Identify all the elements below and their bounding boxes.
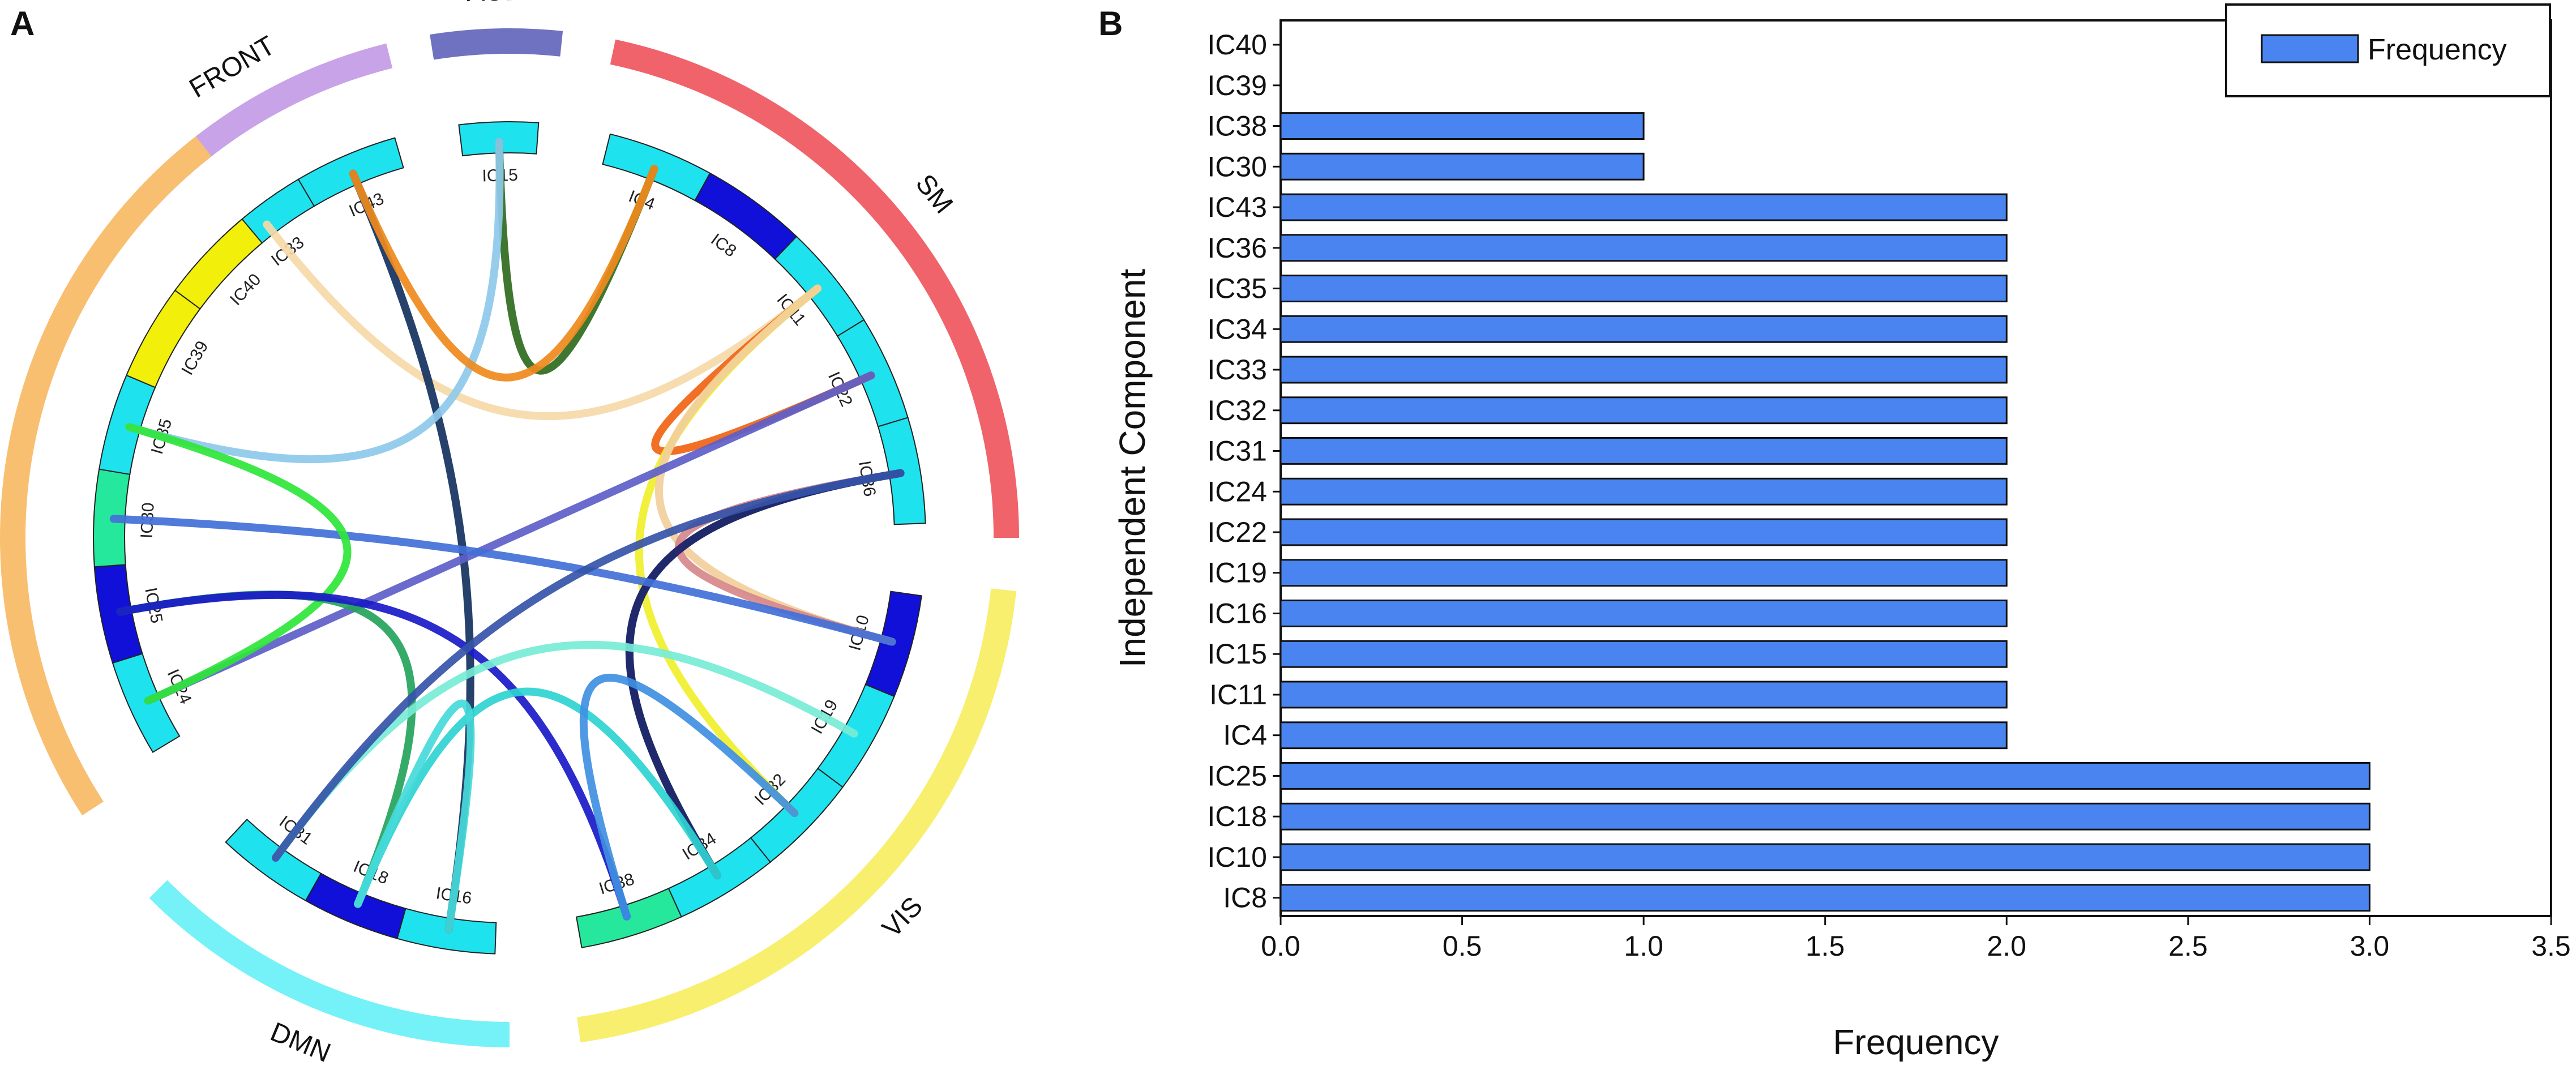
- y-tick-label-ic15: IC15: [1207, 638, 1267, 670]
- y-tick-label-ic32: IC32: [1207, 395, 1267, 426]
- link-ic32-ic38: [579, 674, 799, 921]
- x-axis-title: Frequency: [1833, 1023, 1999, 1062]
- bar-ic10: [1280, 843, 2370, 871]
- y-tick-label-ic19: IC19: [1207, 557, 1267, 589]
- network-arc-aud: [430, 28, 563, 60]
- legend: Frequency: [2225, 3, 2551, 97]
- link-ic43-ic4: [349, 165, 658, 382]
- x-tick-label-0.0: 0.0: [1261, 930, 1300, 962]
- y-axis-title: Independent Component: [1112, 269, 1153, 668]
- y-tick-label-ic38: IC38: [1207, 110, 1267, 142]
- y-tick-label-ic36: IC36: [1207, 232, 1267, 264]
- legend-swatch: [2261, 34, 2359, 63]
- bar-ic4: [1280, 721, 2008, 750]
- y-tick-label-ic4: IC4: [1223, 720, 1267, 751]
- link-ic30-ic10: [109, 515, 896, 646]
- x-tick-label-3.5: 3.5: [2531, 930, 2571, 962]
- component-segment-ic40: [174, 218, 263, 310]
- link-ic33-ic11: [263, 220, 821, 421]
- bar-ic34: [1280, 315, 2008, 343]
- y-tick-label-ic34: IC34: [1207, 313, 1267, 345]
- bar-ic15: [1280, 640, 2008, 668]
- x-tick-label-0.5: 0.5: [1443, 930, 1482, 962]
- bar-ic33: [1280, 356, 2008, 384]
- link-ic16-ic18: [354, 699, 475, 934]
- x-tick-label-2.5: 2.5: [2168, 930, 2208, 962]
- y-tick-labels: IC40 IC39 IC38 IC30 IC43 IC36 IC35 IC34 IC33 IC32…: [1207, 29, 1281, 914]
- bar-ic31: [1280, 437, 2008, 465]
- bar-ic18: [1280, 802, 2370, 831]
- plot-frame: [1280, 19, 2552, 917]
- panel-a-label: A: [10, 5, 35, 42]
- bar-ic38: [1280, 112, 1645, 140]
- bar-ic36: [1280, 234, 2008, 262]
- bar-ic16: [1280, 600, 2008, 627]
- y-tick-label-ic31: IC31: [1207, 435, 1267, 467]
- y-tick-label-ic10: IC10: [1207, 841, 1267, 873]
- y-tick-label-ic33: IC33: [1207, 354, 1267, 386]
- link-ic36-ic31: [271, 469, 905, 862]
- y-tick-label-ic30: IC30: [1207, 151, 1267, 182]
- y-tick-label-ic11: IC11: [1209, 679, 1267, 711]
- network-arc-sm: [610, 39, 1019, 538]
- y-tick-label-ic39: IC39: [1207, 70, 1267, 101]
- y-tick-label-ic22: IC22: [1207, 516, 1267, 548]
- x-tick-label-2.0: 2.0: [1987, 930, 2027, 962]
- y-tick-label-ic8: IC8: [1223, 882, 1267, 914]
- network-arc-vis: [577, 588, 1017, 1043]
- bar-ic43: [1280, 193, 2008, 221]
- panel-b-label: B: [1098, 5, 1123, 42]
- link-ic22-ic24: [144, 371, 875, 705]
- bar-ic30: [1280, 152, 1645, 181]
- y-tick-label-ic43: IC43: [1207, 191, 1267, 223]
- y-tick-label-ic24: IC24: [1207, 476, 1267, 507]
- chord-diagram: AFRONTAUDSMVISDMNATTNIC33IC43IC15IC4IC8I…: [0, 0, 1019, 1068]
- y-tick-label-ic40: IC40: [1207, 29, 1267, 61]
- link-ic15-ic35: [125, 138, 504, 464]
- bar-ic19: [1280, 559, 2008, 587]
- legend-label: Frequency: [2368, 33, 2507, 66]
- x-ticks: 0.0 0.5 1.0 1.5 2.0 2.5 3.0 3.5: [1261, 916, 2571, 962]
- x-tick-label-1.5: 1.5: [1805, 930, 1845, 962]
- links: [109, 138, 905, 934]
- y-tick-label-ic25: IC25: [1207, 760, 1267, 792]
- x-tick-label-1.0: 1.0: [1624, 930, 1663, 962]
- y-tick-label-ic16: IC16: [1207, 598, 1267, 630]
- y-tick-label-ic35: IC35: [1207, 273, 1267, 305]
- network-arc-dmn: [149, 880, 510, 1047]
- bar-ic11: [1280, 681, 2008, 709]
- network-arc-front: [136, 43, 393, 208]
- bar-ic8: [1280, 884, 2370, 912]
- bar-ic25: [1280, 762, 2370, 790]
- network-label-aud: AUD: [466, 0, 524, 7]
- bar-ic32: [1280, 396, 2008, 425]
- y-tick-label-ic18: IC18: [1207, 801, 1267, 832]
- bar-ic22: [1280, 518, 2008, 546]
- link-ic35-ic24: [125, 423, 352, 705]
- link-ic25-ic38: [116, 591, 631, 921]
- bar-ic24: [1280, 477, 2008, 506]
- bar-ic35: [1280, 275, 2008, 303]
- x-tick-label-3.0: 3.0: [2350, 930, 2390, 962]
- bars: [1280, 112, 2370, 912]
